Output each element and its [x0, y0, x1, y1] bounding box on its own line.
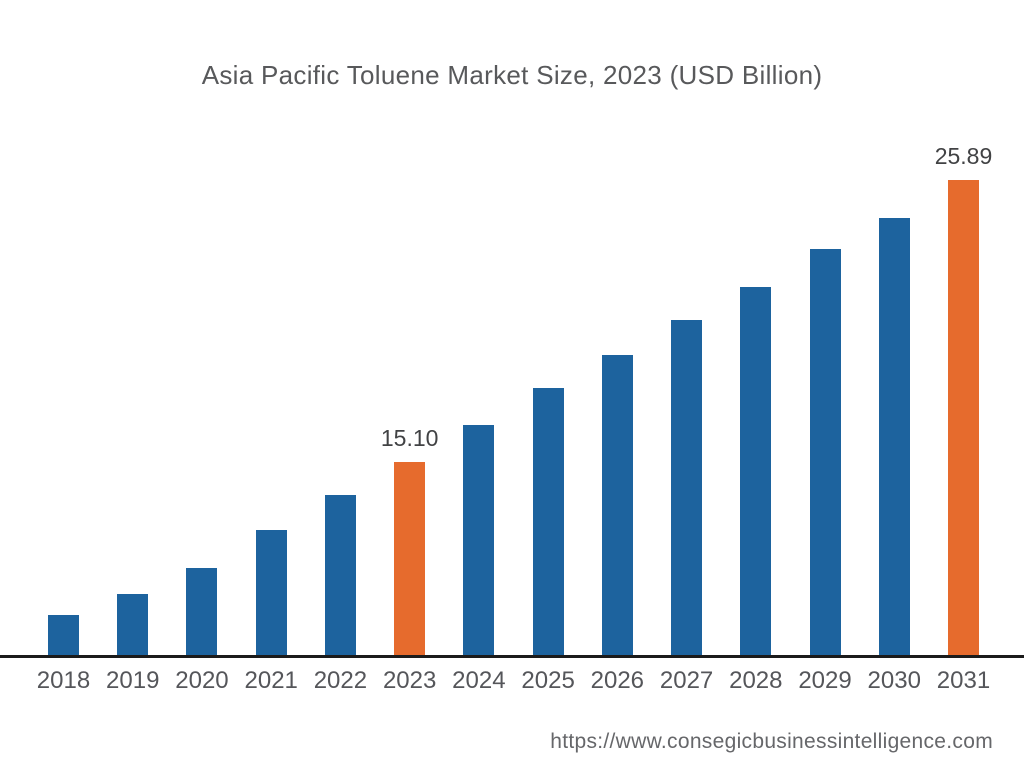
- data-label-2023: 15.10: [380, 425, 439, 451]
- bar-2028: [740, 287, 772, 656]
- bar-2023: [394, 462, 426, 656]
- x-axis-line: [0, 655, 1024, 658]
- bar-2018: [48, 615, 79, 656]
- bar-2026: [601, 355, 633, 656]
- x-tick-2023: 2023: [382, 667, 437, 694]
- x-tick-2030: 2030: [867, 667, 921, 694]
- bar-2029: [809, 249, 841, 656]
- x-tick-2018: 2018: [36, 667, 91, 694]
- bar-2024: [463, 425, 495, 656]
- bar-2019: [117, 594, 149, 656]
- x-axis-labels: 2018 2019 2020 2021 2022 2023 2024 2025 2026 2027…: [0, 667, 1024, 697]
- bar-2031: [947, 180, 979, 656]
- x-tick-2024: 2024: [452, 667, 506, 694]
- x-tick-2029: 2029: [798, 667, 852, 694]
- bar-2025: [532, 388, 564, 656]
- x-tick-2022: 2022: [313, 667, 368, 694]
- x-tick-2019: 2019: [106, 667, 160, 694]
- bar-2027: [671, 320, 703, 656]
- bar-2030: [878, 218, 910, 656]
- x-tick-2031: 2031: [936, 667, 991, 694]
- x-tick-2021: 2021: [244, 667, 298, 694]
- bar-2022: [324, 495, 356, 656]
- bar-2020: [186, 568, 218, 656]
- x-tick-2025: 2025: [521, 667, 575, 694]
- bar-2021: [255, 530, 287, 656]
- x-tick-2028: 2028: [729, 667, 783, 694]
- x-tick-2020: 2020: [175, 667, 229, 694]
- chart-title: Asia Pacific Toluene Market Size, 2023 (…: [201, 60, 823, 90]
- data-label-2031: 25.89: [934, 143, 993, 169]
- source-url: https://www.consegicbusinessintelligence…: [550, 730, 993, 753]
- plot-area: 15.10 25.89: [0, 143, 1024, 656]
- x-tick-2026: 2026: [590, 667, 645, 694]
- x-tick-2027: 2027: [659, 667, 714, 694]
